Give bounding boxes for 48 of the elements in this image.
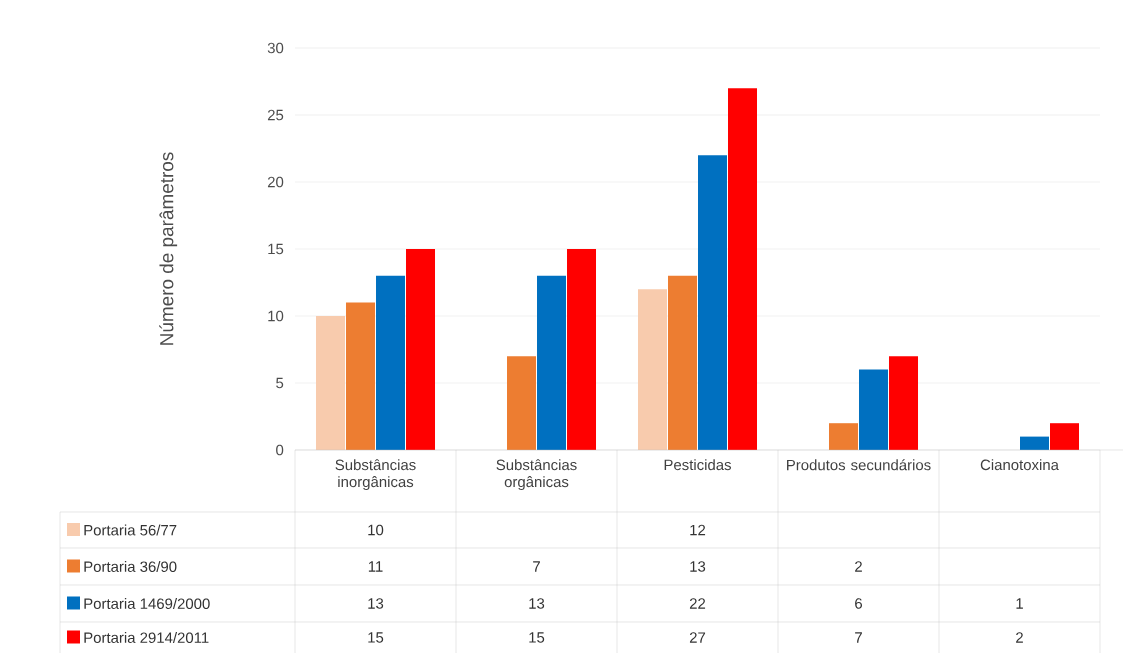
- x-tick-label: Pesticidas: [664, 459, 731, 471]
- data-label: 15: [529, 632, 545, 643]
- bar: [346, 302, 376, 450]
- data-label: 13: [529, 598, 545, 609]
- bar: [507, 356, 537, 450]
- data-label: 13: [368, 598, 384, 609]
- data-label: 7: [533, 561, 540, 572]
- bar: [376, 275, 406, 450]
- y-tick-label: 20: [267, 176, 284, 188]
- y-tick-label: 25: [267, 109, 284, 121]
- legend-label: Portaria 1469/2000: [84, 598, 210, 609]
- data-label: 22: [689, 598, 706, 609]
- data-label: 12: [690, 524, 706, 536]
- bar: [859, 369, 889, 450]
- bar: [406, 249, 436, 450]
- bar: [316, 316, 346, 450]
- bar: [728, 88, 758, 450]
- x-tick-label: Substâncias inorgânicas: [335, 459, 416, 491]
- data-label: 11: [368, 561, 383, 572]
- legend-label: Portaria 2914/2011: [84, 632, 209, 643]
- y-tick-label: 15: [268, 243, 284, 255]
- y-tick-label: 30: [267, 42, 284, 54]
- data-label: 1: [1016, 598, 1023, 609]
- bar: [889, 356, 919, 450]
- y-tick-label: 5: [276, 377, 284, 389]
- data-label: 15: [368, 632, 384, 643]
- data-label: 10: [368, 524, 384, 536]
- legend-label: Portaria 36/90: [84, 561, 177, 572]
- bar: [537, 275, 567, 450]
- bar: [1050, 423, 1080, 450]
- data-label: 2: [855, 561, 862, 572]
- data-label: 2: [1016, 632, 1023, 643]
- data-label: 27: [689, 632, 706, 643]
- bar: [567, 249, 597, 450]
- x-tick-label: Substâncias orgânicas: [496, 459, 577, 491]
- bar: [638, 289, 668, 450]
- bar: [668, 275, 698, 450]
- data-label: 13: [690, 561, 706, 572]
- x-tick-label: Cianotoxina: [980, 459, 1059, 471]
- data-label: 7: [855, 632, 862, 643]
- bar: [829, 423, 859, 450]
- x-tick-label: Produtos secundários: [787, 459, 931, 471]
- bar: [698, 155, 728, 450]
- y-tick-label: 0: [276, 444, 284, 456]
- legend-label: Portaria 56/77: [84, 524, 177, 536]
- y-axis-title: Número de parâmetros: [159, 152, 178, 345]
- data-label: 6: [855, 598, 862, 609]
- y-tick-label: 10: [268, 310, 284, 322]
